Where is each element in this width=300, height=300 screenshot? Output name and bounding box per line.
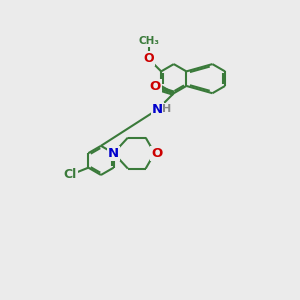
Text: O: O (143, 52, 154, 65)
Text: Cl: Cl (63, 168, 76, 181)
Text: N: N (108, 147, 119, 160)
Text: N: N (152, 103, 163, 116)
Text: CH₃: CH₃ (138, 36, 159, 46)
Text: H: H (162, 104, 172, 114)
Text: O: O (149, 80, 161, 93)
Text: O: O (151, 147, 163, 160)
